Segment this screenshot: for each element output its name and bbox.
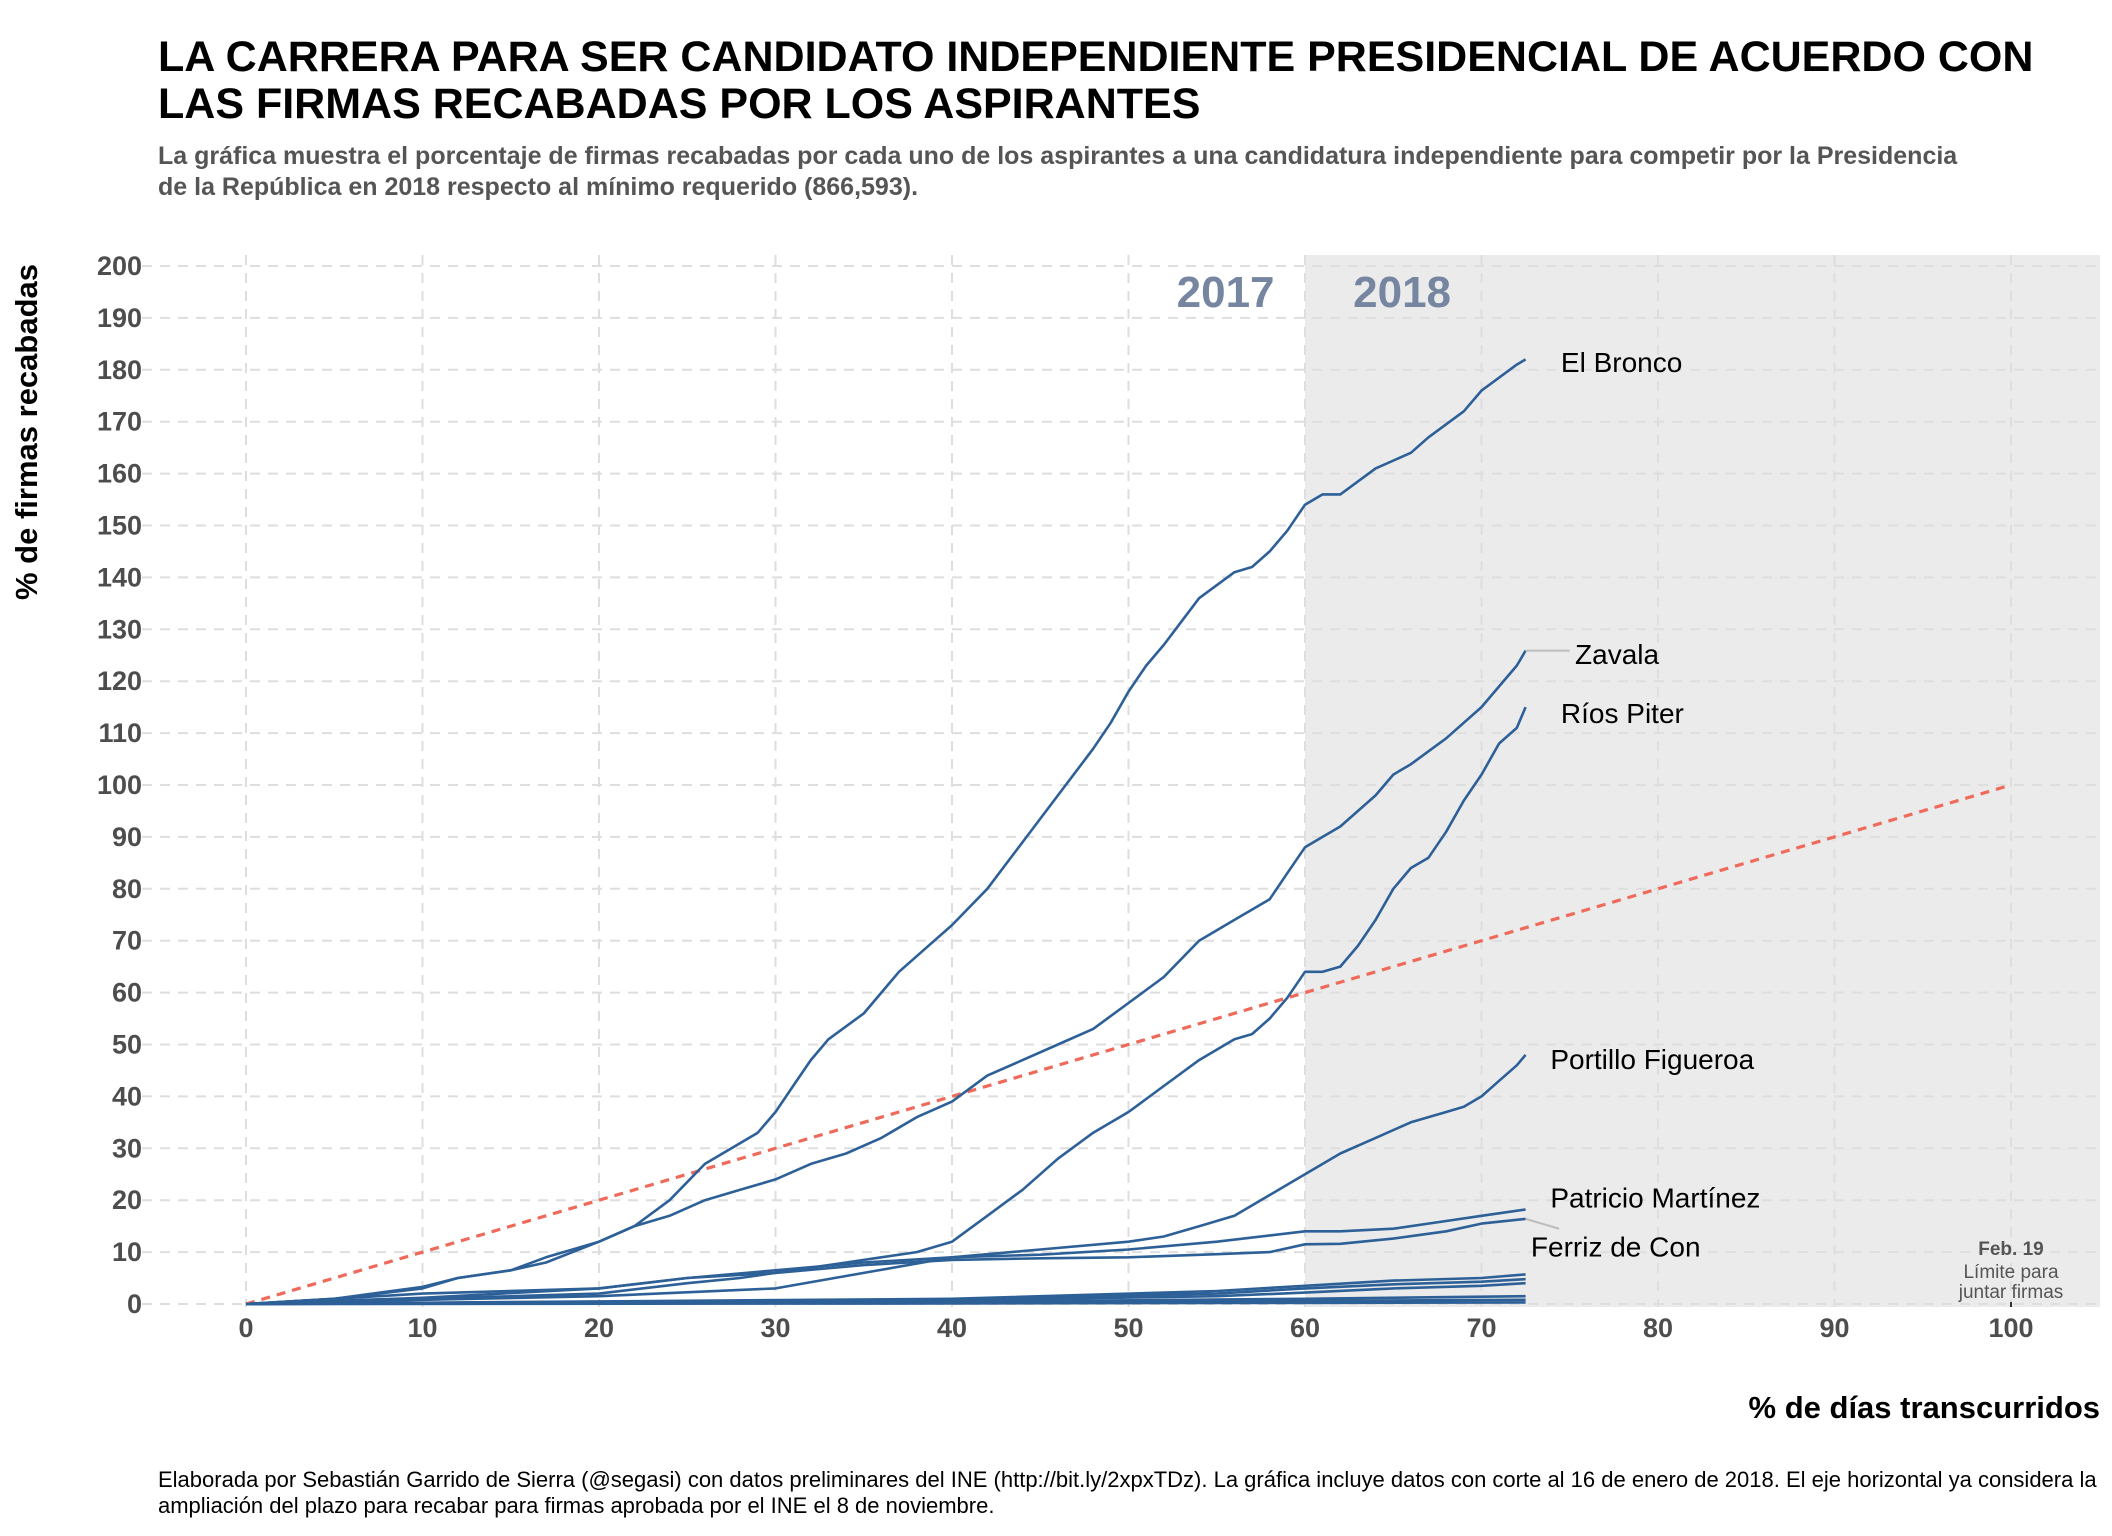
- y-tick-label: 190: [97, 303, 142, 333]
- y-tick-labels: 0 10 20 30 40 50 60 70 80 90 100 110 120 130 140 150 160…: [97, 251, 142, 1319]
- x-axis-title: % de días transcurridos: [1749, 1390, 2100, 1425]
- x-tick-label: 70: [1466, 1313, 1496, 1343]
- grid-lines: [142, 255, 2100, 1307]
- y-tick-label: 30: [112, 1133, 142, 1163]
- y-tick-label: 100: [97, 770, 142, 800]
- annotation-text: juntar firmas: [1958, 1282, 2064, 1303]
- x-tick-label: 40: [937, 1313, 967, 1343]
- y-tick-label: 180: [97, 355, 142, 385]
- y-tick-label: 150: [97, 511, 142, 541]
- series-label: El Bronco: [1561, 347, 1682, 378]
- x-tick-label: 90: [1819, 1313, 1849, 1343]
- y-tick-label: 140: [97, 562, 142, 592]
- series-label: Ferriz de Con: [1531, 1231, 1701, 1262]
- series-line: [245, 1054, 1527, 1306]
- year-labels: 2017 2018: [1177, 268, 1451, 317]
- y-tick-label: 40: [112, 1081, 142, 1111]
- y-tick-label: 90: [112, 822, 142, 852]
- x-tick-label: 50: [1113, 1313, 1143, 1343]
- x-tick-labels: 0 10 20 30 40 50 60 70 80 90 100: [238, 1313, 2033, 1343]
- series-lines: [245, 358, 1527, 1306]
- y-tick-label: 110: [98, 718, 142, 748]
- label-leader-line: [1525, 1217, 1560, 1230]
- y-tick-label: 80: [112, 874, 142, 904]
- year-label: 2018: [1353, 268, 1451, 317]
- y-axis-title: % de firmas recabadas: [9, 264, 44, 600]
- annotation-text: Límite para: [1963, 1262, 2058, 1283]
- x-tick-label: 30: [760, 1313, 790, 1343]
- x-tick-label: 60: [1290, 1313, 1320, 1343]
- x-tick-label: 20: [584, 1313, 614, 1343]
- series-line: [245, 649, 1527, 1306]
- series-label: Patricio Martínez: [1550, 1183, 1760, 1214]
- y-tick-label: 20: [112, 1185, 142, 1215]
- series-line: [245, 1217, 1526, 1306]
- reference-line-group: [245, 783, 2012, 1306]
- series-labels: El Bronco Zavala Ríos Piter Portillo Figuer…: [1525, 347, 1760, 1262]
- series-label: Ríos Piter: [1561, 698, 1684, 729]
- line-chart: 0102030405060708090100110120130140150160…: [9, 251, 2100, 1425]
- y-tick-label: 50: [112, 1030, 142, 1060]
- x-tick-label: 80: [1643, 1313, 1673, 1343]
- series-label: Portillo Figueroa: [1550, 1044, 1754, 1075]
- y-tick-label: 60: [112, 978, 142, 1008]
- reference-line: [245, 783, 2012, 1306]
- series-label: Zavala: [1575, 639, 1659, 670]
- chart-title: LA CARRERA PARA SER CANDIDATO INDEPENDIE…: [158, 33, 2034, 128]
- y-tick-label: 130: [97, 614, 142, 644]
- series-line: [245, 1301, 1526, 1306]
- y-tick-label: 200: [97, 251, 142, 281]
- y-tick-label: 0: [127, 1289, 142, 1319]
- y-tick-label: 160: [97, 459, 142, 489]
- y-tick-label: 70: [112, 926, 142, 956]
- y-tick-label: 10: [112, 1237, 142, 1267]
- chart-subtitle: La gráfica muestra el porcentaje de firm…: [158, 142, 1958, 201]
- chart-caption: Elaborada por Sebastián Garrido de Sierr…: [158, 1467, 2097, 1518]
- year-label: 2017: [1177, 268, 1275, 317]
- y-tick-label: 170: [97, 407, 142, 437]
- x-tick-label: 10: [407, 1313, 437, 1343]
- y-tick-label: 120: [97, 666, 142, 696]
- x-tick-label: 0: [238, 1313, 253, 1343]
- x-tick-label: 100: [1988, 1313, 2033, 1343]
- annotation-title: Feb. 19: [1978, 1239, 2043, 1260]
